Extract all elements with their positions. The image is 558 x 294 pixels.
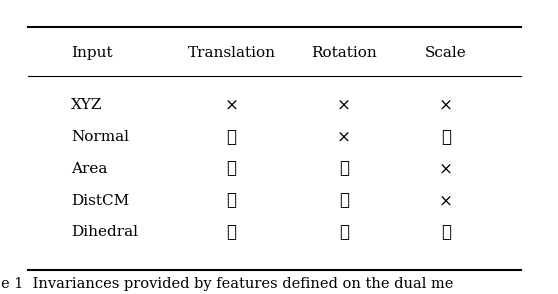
Text: ✓: ✓ bbox=[339, 192, 349, 209]
Text: ×: × bbox=[439, 192, 453, 209]
Text: ×: × bbox=[337, 128, 351, 146]
Text: ×: × bbox=[439, 97, 453, 114]
Text: ✓: ✓ bbox=[441, 224, 451, 241]
Text: Input: Input bbox=[71, 46, 113, 60]
Text: Dihedral: Dihedral bbox=[71, 225, 138, 239]
Text: ×: × bbox=[439, 160, 453, 177]
Text: e 1  Invariances provided by features defined on the dual me: e 1 Invariances provided by features def… bbox=[1, 277, 454, 291]
Text: ✓: ✓ bbox=[227, 192, 237, 209]
Text: ✓: ✓ bbox=[339, 160, 349, 177]
Text: ×: × bbox=[337, 97, 351, 114]
Text: Area: Area bbox=[71, 162, 107, 176]
Text: XYZ: XYZ bbox=[71, 98, 102, 112]
Text: Rotation: Rotation bbox=[311, 46, 377, 60]
Text: ✓: ✓ bbox=[441, 128, 451, 146]
Text: ✓: ✓ bbox=[227, 160, 237, 177]
Text: ✓: ✓ bbox=[227, 128, 237, 146]
Text: ✓: ✓ bbox=[227, 224, 237, 241]
Text: ×: × bbox=[225, 97, 238, 114]
Text: Scale: Scale bbox=[425, 46, 466, 60]
Text: ✓: ✓ bbox=[339, 224, 349, 241]
Text: Translation: Translation bbox=[187, 46, 276, 60]
Text: DistCM: DistCM bbox=[71, 194, 129, 208]
Text: Normal: Normal bbox=[71, 130, 129, 144]
